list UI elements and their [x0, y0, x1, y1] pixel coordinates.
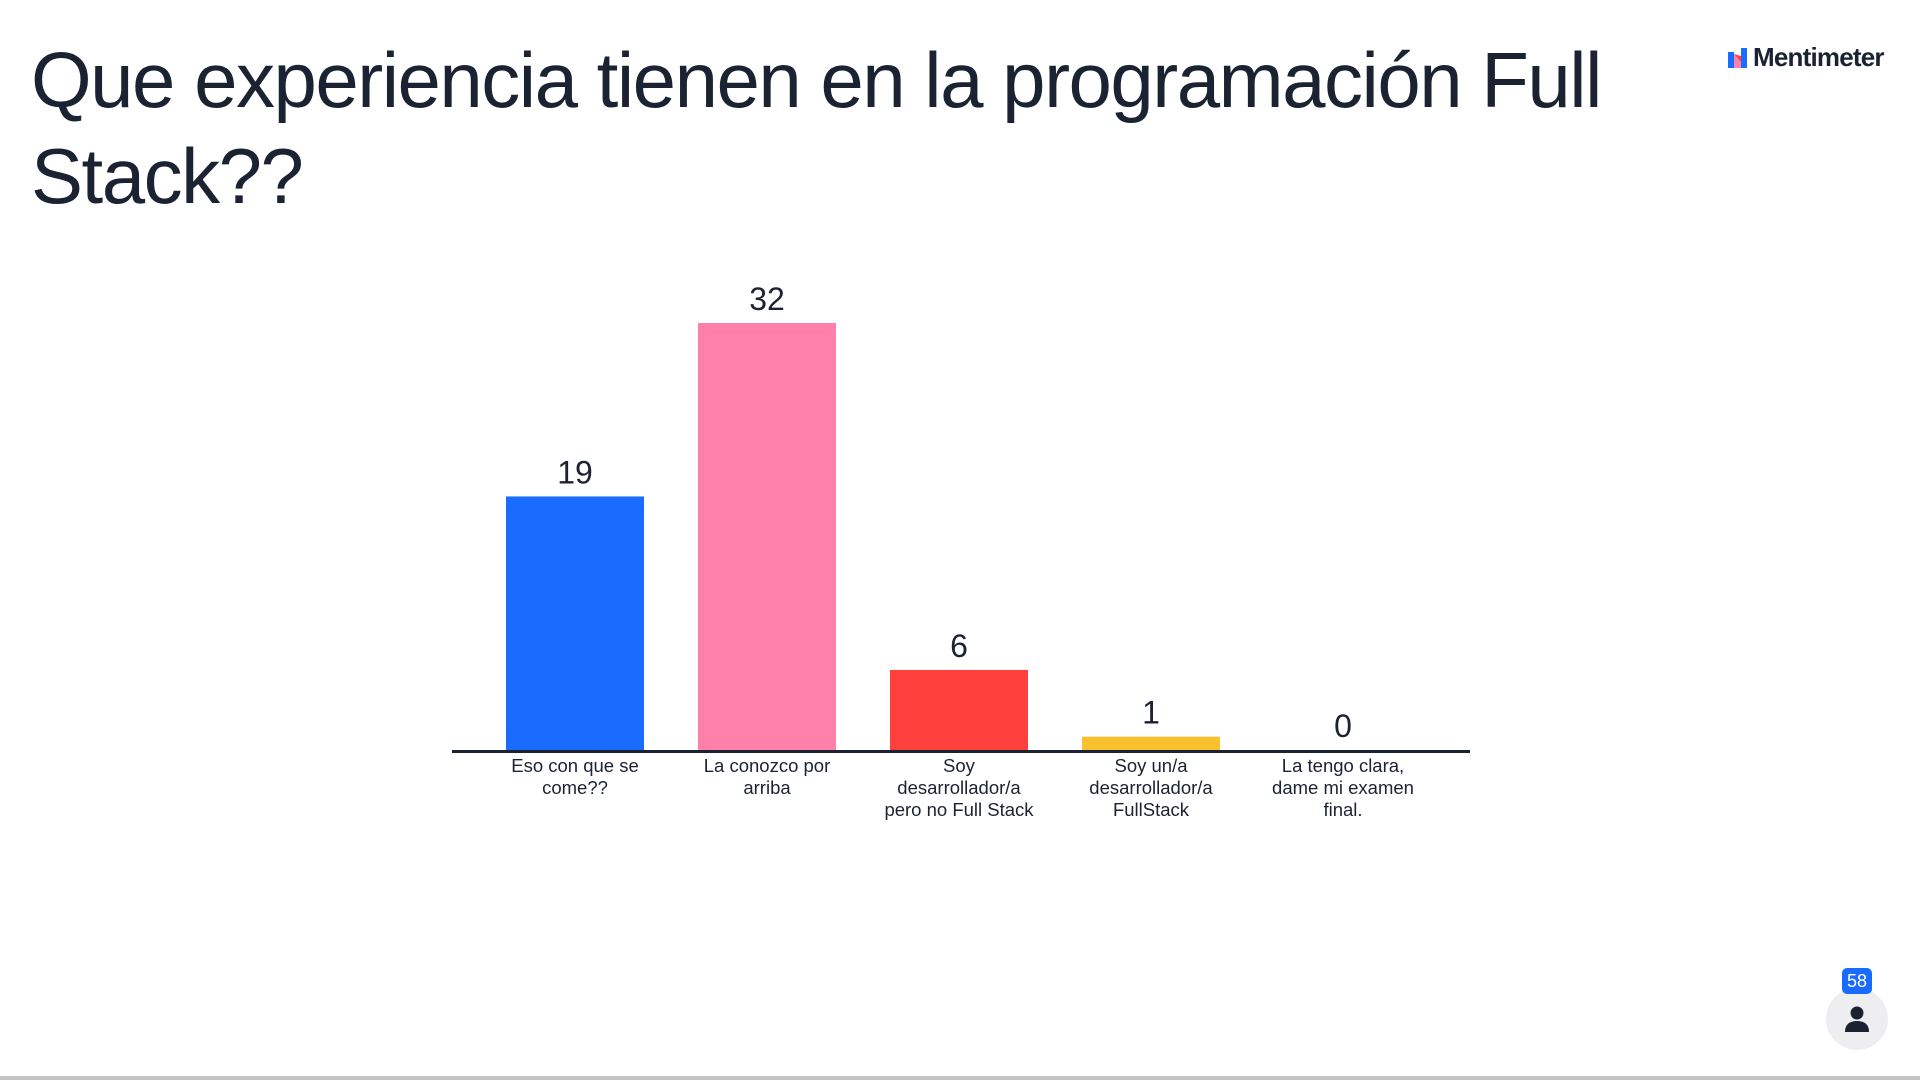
bar-value-label: 32	[749, 281, 785, 317]
bar-3	[890, 669, 1028, 750]
bar-value-label: 0	[1334, 708, 1352, 744]
bar-1	[506, 496, 644, 750]
brand-name: Mentimeter	[1753, 42, 1885, 72]
bottom-divider	[0, 1076, 1920, 1080]
category-label: La conozco por arriba	[703, 755, 831, 798]
brand-logo: Mentimeter	[1728, 42, 1885, 73]
category-label: Soy un/a desarrollador/a FullStack	[1089, 755, 1213, 820]
participant-count-badge: 58	[1842, 968, 1872, 994]
bar-value-label: 19	[557, 454, 593, 490]
bar-4	[1082, 736, 1220, 750]
category-label: La tengo clara, dame mi examen final.	[1272, 755, 1414, 820]
person-icon	[1845, 1006, 1869, 1032]
page-title: Que experiencia tienen en la programació…	[31, 36, 1602, 220]
mentimeter-logo-icon	[1728, 47, 1747, 68]
bar-2	[698, 323, 836, 750]
participants-button[interactable]	[1826, 988, 1888, 1050]
bar-value-label: 6	[950, 628, 968, 664]
category-label: Soy desarrollador/a pero no Full Stack	[884, 755, 1034, 820]
category-label: Eso con que se come??	[511, 755, 639, 798]
bar-value-label: 1	[1142, 695, 1160, 731]
